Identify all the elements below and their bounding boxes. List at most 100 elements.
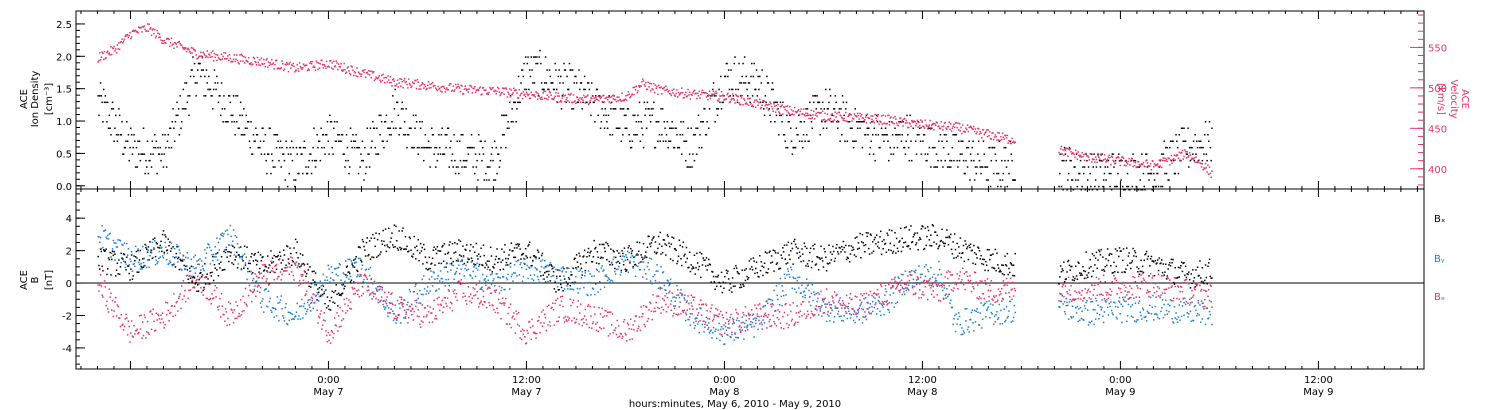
bx-series-point: [827, 263, 829, 265]
by-series-point: [646, 265, 649, 268]
by-series-point: [784, 277, 786, 279]
velocity-series-point: [816, 115, 818, 117]
bx-series-point: [306, 272, 308, 275]
density-series-point: [984, 166, 986, 168]
by-series-point: [527, 277, 529, 280]
density-series-point: [454, 172, 457, 175]
bx-series-point: [813, 243, 816, 245]
density-series-point: [171, 121, 173, 123]
density-series-point: [408, 127, 411, 129]
bx-series-point: [577, 266, 579, 268]
by-series-point: [438, 288, 440, 290]
bx-series-point: [860, 241, 863, 243]
density-series-point: [704, 134, 707, 136]
by-series-point: [589, 273, 591, 275]
density-series-point: [983, 153, 985, 155]
density-series-point: [1163, 140, 1165, 142]
velocity-series-point: [903, 117, 906, 120]
by-series-point: [158, 250, 161, 253]
velocity-series-point: [228, 59, 230, 62]
velocity-series-point: [405, 80, 407, 83]
bx-series-point: [823, 248, 825, 250]
density-series-point: [786, 114, 788, 117]
density-series-point: [1012, 179, 1014, 181]
density-series-point: [573, 82, 575, 84]
velocity-series-point: [273, 68, 275, 70]
velocity-series-point: [646, 88, 649, 91]
density-series-point: [668, 140, 670, 142]
density-series-point: [870, 140, 872, 142]
bx-series-point: [356, 269, 358, 272]
velocity-series-point: [781, 104, 783, 106]
velocity-series-point: [305, 64, 307, 66]
velocity-series-point: [1008, 140, 1010, 142]
density-series-point: [240, 134, 243, 136]
bx-series-point: [523, 257, 525, 260]
by-series-point: [700, 307, 702, 310]
density-series-point: [318, 140, 320, 142]
density-series-point: [221, 108, 224, 110]
by-series-point: [296, 302, 298, 305]
density-series-point: [548, 69, 551, 71]
density-series-point: [459, 159, 462, 162]
velocity-series-point: [339, 66, 341, 68]
density-series-point: [116, 140, 119, 142]
by-series-point: [777, 298, 779, 301]
density-series-point: [622, 108, 625, 110]
by-series-point: [460, 268, 462, 270]
density-series-point: [754, 88, 756, 91]
velocity-series-point: [439, 90, 442, 92]
velocity-series-point: [296, 63, 298, 66]
by-series-point: [264, 288, 267, 291]
density-series-point: [245, 114, 247, 117]
by-series-point: [143, 257, 146, 260]
bx-series-point: [201, 274, 204, 276]
density-series-point: [296, 153, 298, 155]
bx-series-point: [351, 263, 353, 265]
by-series-point: [741, 316, 743, 318]
velocity-series-point: [771, 108, 774, 110]
density-series-point: [360, 159, 363, 162]
bx-series-point: [519, 248, 521, 250]
velocity-series-point: [1188, 155, 1190, 157]
bx-series-point: [1104, 266, 1106, 268]
bx-series-point: [575, 267, 577, 269]
by-series-point: [224, 230, 227, 232]
bx-series-point: [227, 250, 229, 253]
density-series-point: [595, 95, 597, 97]
velocity-series-point: [766, 104, 769, 106]
bx-series-point: [382, 229, 384, 232]
velocity-series-point: [139, 27, 142, 29]
velocity-series-point: [817, 111, 819, 114]
velocity-series-point: [632, 86, 634, 89]
by-series-point: [242, 254, 244, 257]
density-series-point: [227, 121, 229, 123]
velocity-series-point: [884, 122, 886, 125]
velocity-series-point: [902, 125, 904, 127]
density-series-point: [392, 95, 394, 97]
bx-series-point: [437, 250, 439, 252]
bx-series-point: [646, 246, 649, 248]
velocity-series-point: [236, 59, 239, 62]
velocity-series-point: [905, 119, 907, 122]
velocity-series-point: [696, 92, 699, 95]
velocity-series-point: [436, 89, 439, 92]
density-series-point: [922, 140, 924, 142]
bx-series-point: [602, 257, 604, 259]
density-series-point: [346, 146, 349, 149]
density-series-point: [1092, 166, 1094, 168]
bx-series-point: [969, 246, 971, 249]
density-series-point: [672, 127, 674, 129]
density-series-point: [865, 114, 868, 117]
bx-series-point: [493, 267, 495, 269]
density-series-point: [547, 88, 549, 91]
density-series-point: [997, 185, 999, 188]
velocity-series-point: [890, 116, 892, 118]
velocity-series-point: [512, 92, 514, 94]
density-series-point: [321, 134, 324, 136]
velocity-series-point: [797, 110, 799, 112]
density-series-point: [557, 75, 560, 78]
by-series-point: [137, 248, 139, 250]
density-series-point: [493, 179, 495, 181]
density-series-point: [544, 56, 547, 58]
